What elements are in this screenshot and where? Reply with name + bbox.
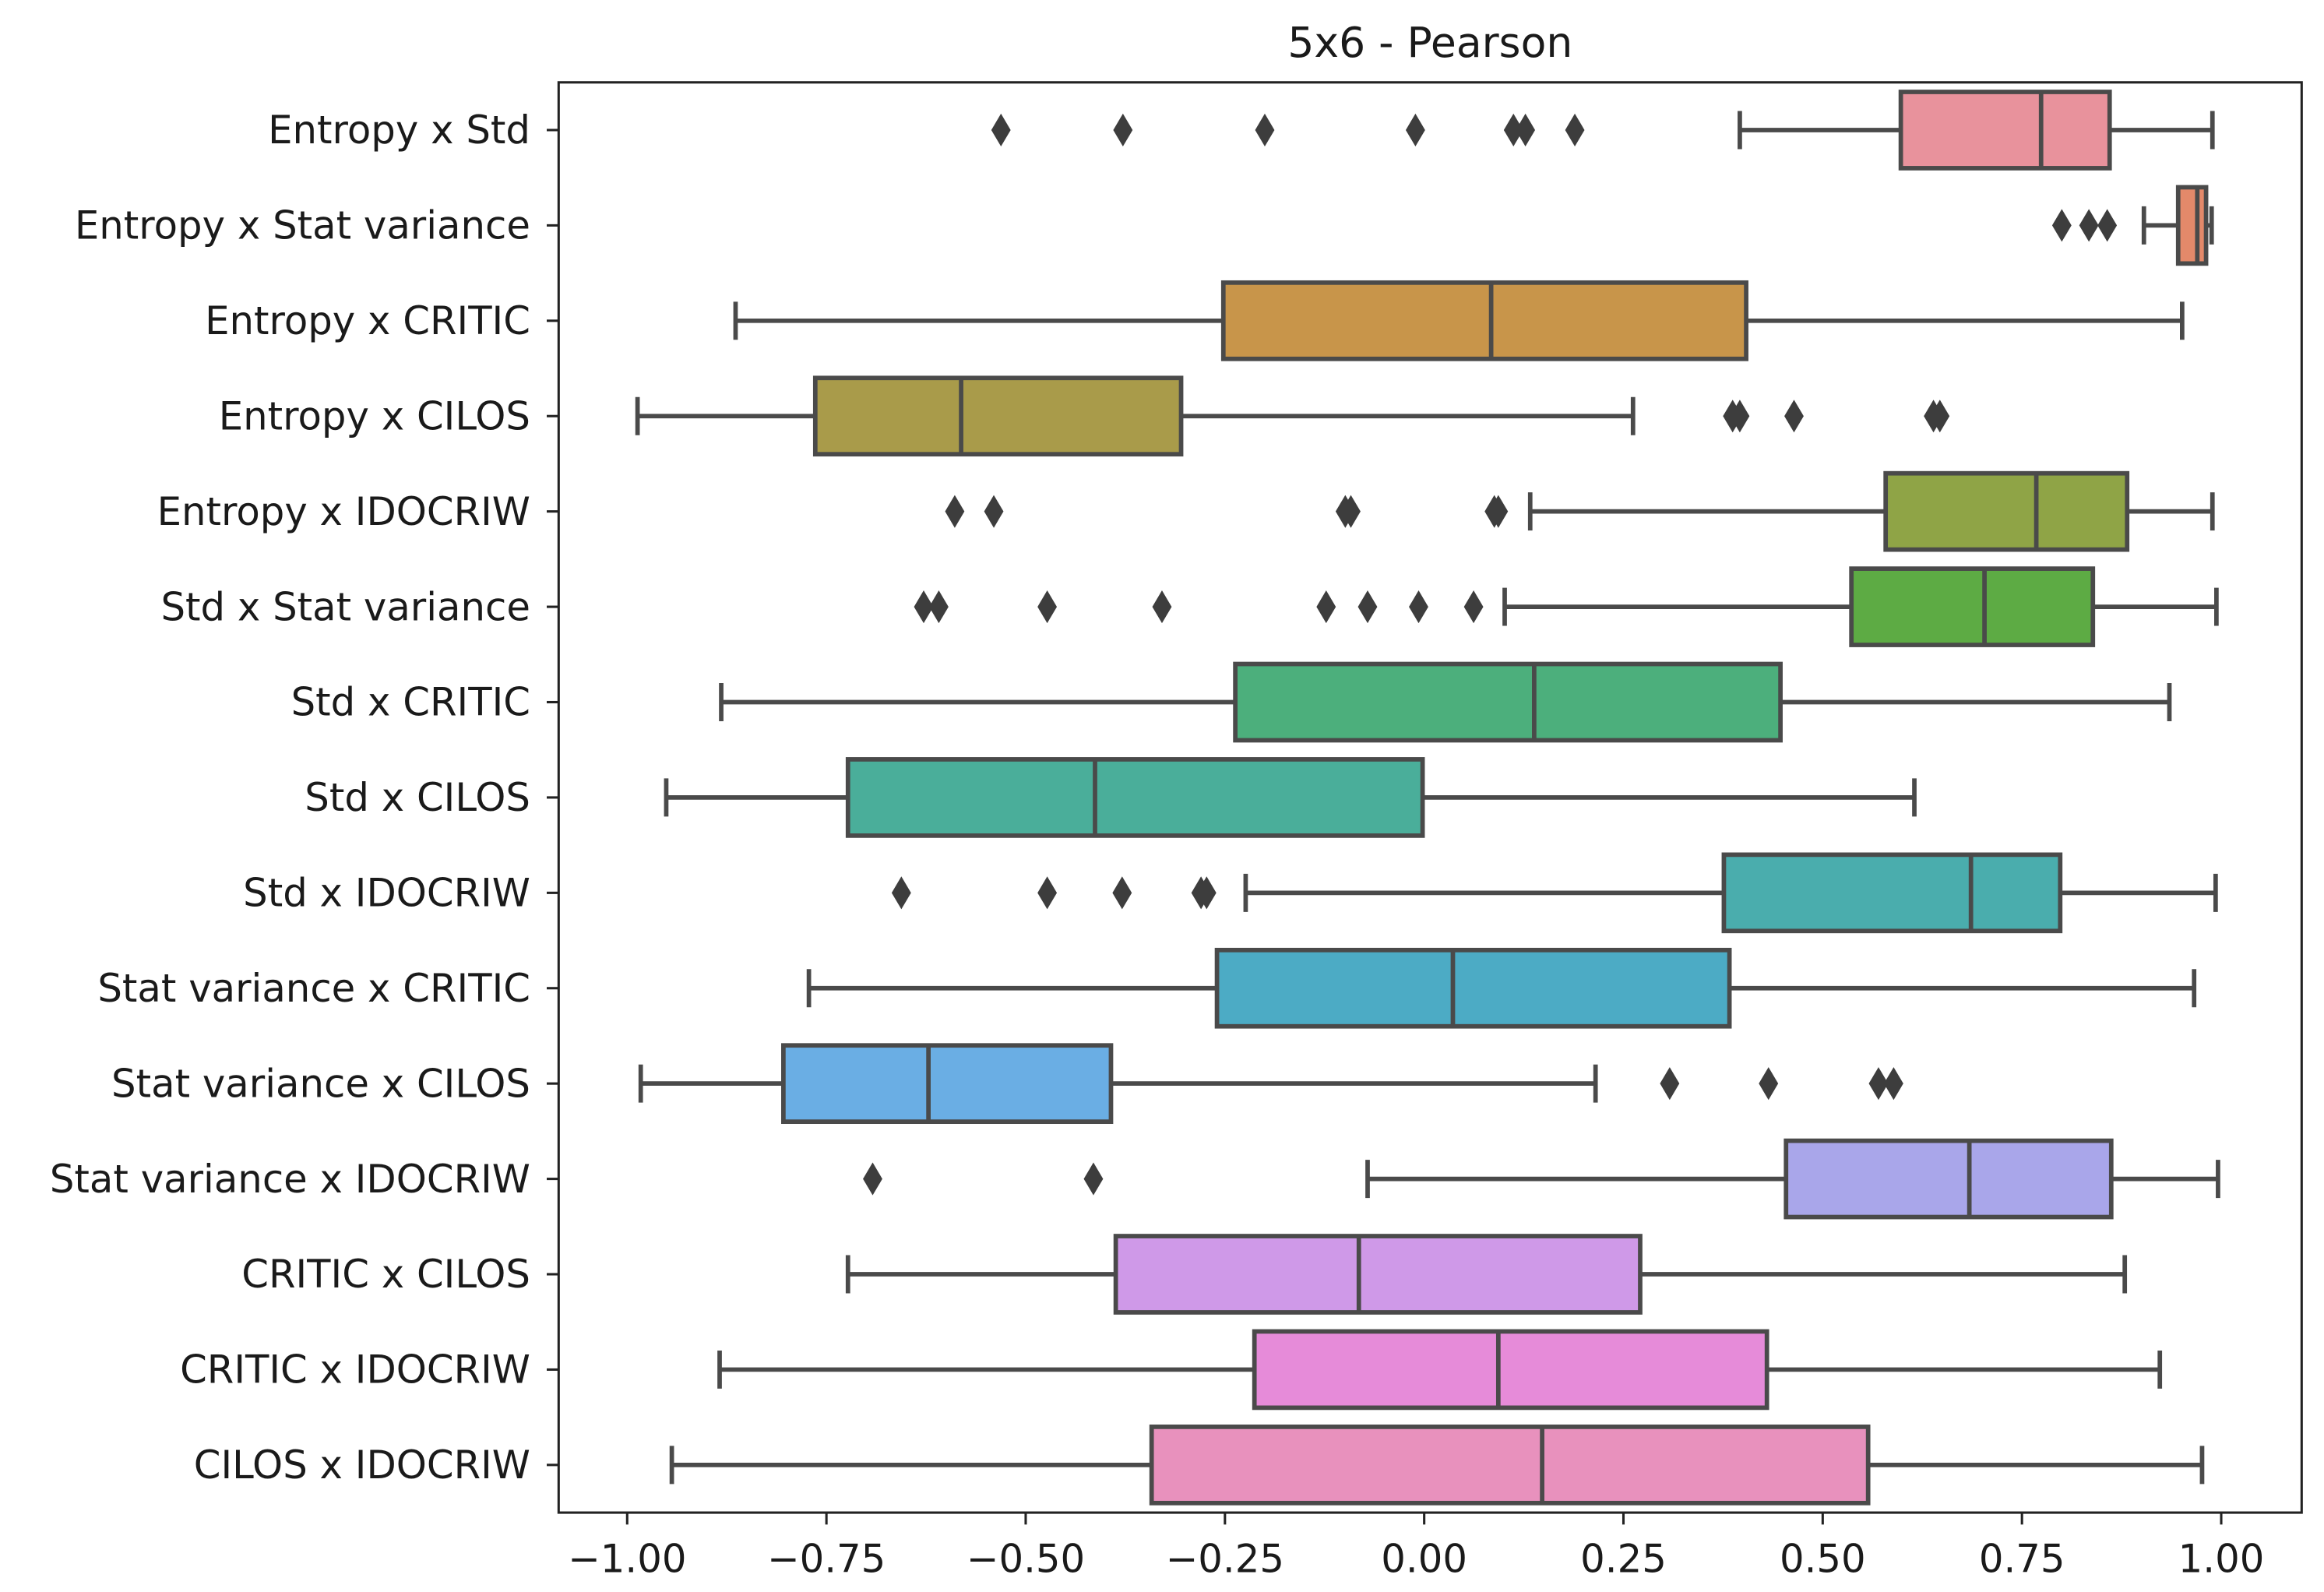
outlier-point — [1112, 876, 1132, 910]
outlier-point — [1196, 876, 1217, 910]
y-tick-label: Std x CILOS — [305, 775, 530, 820]
x-tick-label: −1.00 — [568, 1537, 686, 1582]
iqr-box — [1883, 470, 2130, 552]
iqr-box — [1220, 280, 1748, 361]
iqr-box — [1214, 947, 1732, 1029]
outlier-point — [2051, 209, 2072, 242]
iqr-box — [1849, 566, 2096, 647]
outlier-point — [1255, 113, 1275, 147]
y-tick-label: Std x CRITIC — [291, 680, 530, 725]
chart-title: 5x6 - Pearson — [1287, 18, 1572, 67]
outlier-point — [1503, 113, 1523, 147]
box-11 — [863, 1138, 2220, 1220]
box-14 — [669, 1425, 2205, 1506]
box-12 — [845, 1234, 2128, 1315]
y-tick-label: Std x IDOCRIW — [243, 871, 530, 916]
box-7 — [664, 757, 1917, 838]
box-9 — [806, 947, 2197, 1029]
boxes-group — [635, 90, 2220, 1506]
iqr-box — [845, 757, 1425, 838]
iqr-box — [2175, 185, 2209, 266]
box-2 — [733, 280, 2185, 361]
y-tick-label: Stat variance x IDOCRIW — [50, 1157, 530, 1202]
box-6 — [719, 661, 2172, 743]
outlier-point — [1357, 590, 1378, 624]
x-axis: −1.00 −0.75 −0.50 −0.25 0.00 0.25 0.50 0.75 1.00 — [568, 1513, 2264, 1582]
outlier-point — [1759, 1067, 1779, 1101]
box-0 — [991, 90, 2215, 171]
y-tick-label: Entropy x CRITIC — [205, 298, 530, 343]
outlier-point — [1730, 400, 1750, 433]
box-4 — [945, 470, 2215, 552]
box-13 — [717, 1329, 2163, 1411]
y-tick-label: Std x Stat variance — [160, 584, 530, 629]
outlier-point — [1883, 1067, 1903, 1101]
outlier-point — [863, 1162, 882, 1196]
outlier-point — [1565, 113, 1585, 147]
outlier-point — [914, 590, 934, 624]
iqr-box — [1721, 852, 2063, 934]
x-tick-label: −0.50 — [967, 1537, 1085, 1582]
outlier-point — [1930, 400, 1950, 433]
box-5 — [914, 566, 2219, 647]
iqr-box — [1113, 1234, 1643, 1315]
outlier-point — [1316, 590, 1336, 624]
outlier-point — [945, 495, 965, 528]
box-8 — [891, 852, 2218, 934]
y-tick-label: Entropy x Stat variance — [75, 203, 530, 248]
outlier-point — [1516, 113, 1536, 147]
y-tick-label: Stat variance x CRITIC — [97, 966, 530, 1011]
outlier-point — [1405, 113, 1425, 147]
x-tick-label: 0.00 — [1381, 1537, 1467, 1582]
iqr-box — [1783, 1138, 2114, 1220]
x-tick-label: −0.75 — [767, 1537, 886, 1582]
outlier-point — [991, 113, 1011, 147]
outlier-point — [1784, 400, 1804, 433]
outlier-point — [1113, 113, 1133, 147]
iqr-box — [812, 375, 1184, 457]
y-tick-label: Stat variance x CILOS — [111, 1061, 530, 1106]
y-tick-label: CRITIC x IDOCRIW — [180, 1347, 530, 1393]
y-tick-label: Entropy x CILOS — [219, 393, 530, 439]
iqr-box — [781, 1043, 1114, 1125]
outlier-point — [2079, 209, 2099, 242]
y-axis: Entropy x Std Entropy x Stat variance Entr… — [50, 107, 559, 1488]
outlier-point — [1868, 1067, 1889, 1101]
x-tick-label: 1.00 — [2178, 1537, 2265, 1582]
iqr-box — [1149, 1425, 1871, 1506]
y-tick-label: CRITIC x CILOS — [241, 1252, 530, 1297]
box-3 — [635, 375, 1950, 457]
box-10 — [638, 1043, 1903, 1125]
iqr-box — [1898, 90, 2112, 171]
y-tick-label: Entropy x IDOCRIW — [157, 489, 530, 534]
box-1 — [2051, 185, 2214, 266]
x-tick-label: 0.50 — [1780, 1537, 1866, 1582]
outlier-point — [1083, 1162, 1104, 1196]
outlier-point — [1463, 590, 1484, 624]
outlier-point — [928, 590, 949, 624]
outlier-point — [1660, 1067, 1680, 1101]
iqr-box — [1252, 1329, 1769, 1411]
outlier-point — [891, 876, 911, 910]
x-tick-label: 0.75 — [1979, 1537, 2065, 1582]
outlier-point — [1409, 590, 1428, 624]
x-tick-label: −0.25 — [1166, 1537, 1284, 1582]
y-tick-label: Entropy x Std — [268, 107, 530, 153]
iqr-box — [1233, 661, 1783, 743]
outlier-point — [1152, 590, 1172, 624]
outlier-point — [2097, 209, 2118, 242]
outlier-point — [1037, 590, 1058, 624]
y-tick-label: CILOS x IDOCRIW — [194, 1442, 530, 1488]
x-tick-label: 0.25 — [1580, 1537, 1667, 1582]
outlier-point — [984, 495, 1004, 528]
outlier-point — [1037, 876, 1058, 910]
